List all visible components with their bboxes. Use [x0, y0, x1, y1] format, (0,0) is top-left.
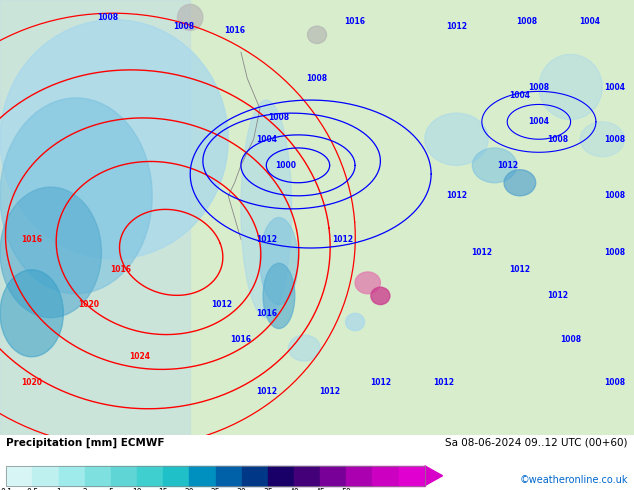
Bar	[320, 466, 346, 486]
Text: 1008: 1008	[97, 13, 119, 22]
Bar	[216, 466, 242, 486]
Ellipse shape	[241, 100, 292, 318]
Text: 1000: 1000	[275, 161, 296, 170]
Text: 1012: 1012	[446, 191, 467, 200]
Text: 40: 40	[289, 488, 299, 490]
Text: 1012: 1012	[211, 300, 233, 309]
Text: 1016: 1016	[344, 17, 366, 26]
Text: 1008: 1008	[306, 74, 328, 83]
Text: 1008: 1008	[560, 335, 581, 344]
Text: 0.1: 0.1	[1, 488, 12, 490]
Bar	[6, 466, 425, 486]
Ellipse shape	[355, 272, 380, 294]
Ellipse shape	[539, 54, 602, 120]
Text: 1008: 1008	[547, 135, 569, 144]
Text: ©weatheronline.co.uk: ©weatheronline.co.uk	[519, 474, 628, 485]
Text: 1016: 1016	[256, 309, 277, 318]
Ellipse shape	[0, 270, 63, 357]
Text: 1008: 1008	[268, 113, 290, 122]
Text: 5: 5	[108, 488, 113, 490]
Ellipse shape	[346, 313, 365, 331]
Ellipse shape	[0, 20, 228, 259]
Text: 1004: 1004	[256, 135, 277, 144]
Bar	[137, 466, 164, 486]
Bar	[268, 466, 294, 486]
Text: 45: 45	[315, 488, 325, 490]
Text: 10: 10	[133, 488, 142, 490]
Text: 1024: 1024	[129, 352, 150, 361]
Text: 20: 20	[184, 488, 194, 490]
Text: 1012: 1012	[547, 292, 569, 300]
Text: 1004: 1004	[528, 117, 550, 126]
Text: 1008: 1008	[528, 82, 550, 92]
Ellipse shape	[504, 170, 536, 196]
Text: 1008: 1008	[515, 17, 537, 26]
Ellipse shape	[288, 335, 320, 361]
Text: 15: 15	[158, 488, 168, 490]
Text: 1012: 1012	[256, 387, 277, 396]
Text: 1: 1	[56, 488, 61, 490]
Bar	[164, 466, 190, 486]
Text: 1012: 1012	[256, 235, 277, 244]
Bar	[32, 466, 58, 486]
Ellipse shape	[260, 218, 298, 305]
Text: 1016: 1016	[21, 235, 42, 244]
Text: 1012: 1012	[496, 161, 518, 170]
Text: 1008: 1008	[604, 378, 626, 388]
Text: 1008: 1008	[604, 248, 626, 257]
Bar	[399, 466, 425, 486]
Text: 1012: 1012	[370, 378, 391, 388]
Ellipse shape	[178, 4, 203, 30]
Text: 1020: 1020	[78, 300, 100, 309]
Ellipse shape	[0, 187, 101, 318]
Ellipse shape	[472, 148, 517, 183]
Text: 1008: 1008	[173, 22, 195, 30]
Text: 1012: 1012	[509, 265, 531, 274]
Bar	[58, 466, 85, 486]
Text: 30: 30	[237, 488, 247, 490]
Bar	[190, 466, 216, 486]
Text: 0.5: 0.5	[27, 488, 39, 490]
Bar	[6, 466, 32, 486]
Ellipse shape	[425, 113, 488, 165]
Text: 1012: 1012	[471, 248, 493, 257]
Text: 1020: 1020	[21, 378, 42, 388]
Ellipse shape	[307, 26, 327, 44]
Bar	[294, 466, 320, 486]
Bar	[346, 466, 373, 486]
Text: 1016: 1016	[230, 335, 252, 344]
Text: 1016: 1016	[224, 26, 245, 35]
Text: 1004: 1004	[509, 91, 531, 100]
Bar	[373, 466, 399, 486]
Bar	[242, 466, 268, 486]
Text: 35: 35	[263, 488, 273, 490]
Text: Sa 08-06-2024 09..12 UTC (00+60): Sa 08-06-2024 09..12 UTC (00+60)	[445, 438, 628, 448]
Text: 1004: 1004	[579, 17, 600, 26]
Bar	[111, 466, 137, 486]
Ellipse shape	[371, 287, 390, 305]
Text: 1012: 1012	[332, 235, 353, 244]
Text: 2: 2	[82, 488, 87, 490]
Text: 1012: 1012	[433, 378, 455, 388]
Bar	[0, 0, 190, 435]
Text: 1004: 1004	[604, 82, 626, 92]
Text: 1012: 1012	[446, 22, 467, 30]
Text: Precipitation [mm] ECMWF: Precipitation [mm] ECMWF	[6, 438, 165, 448]
Bar	[85, 466, 111, 486]
Ellipse shape	[263, 263, 295, 328]
Polygon shape	[425, 466, 443, 486]
Text: 50: 50	[342, 488, 351, 490]
Text: 25: 25	[210, 488, 221, 490]
Ellipse shape	[0, 98, 152, 294]
Text: 1008: 1008	[604, 135, 626, 144]
Text: 1016: 1016	[110, 265, 131, 274]
Text: 1008: 1008	[604, 191, 626, 200]
Text: 1012: 1012	[319, 387, 340, 396]
Ellipse shape	[580, 122, 624, 157]
